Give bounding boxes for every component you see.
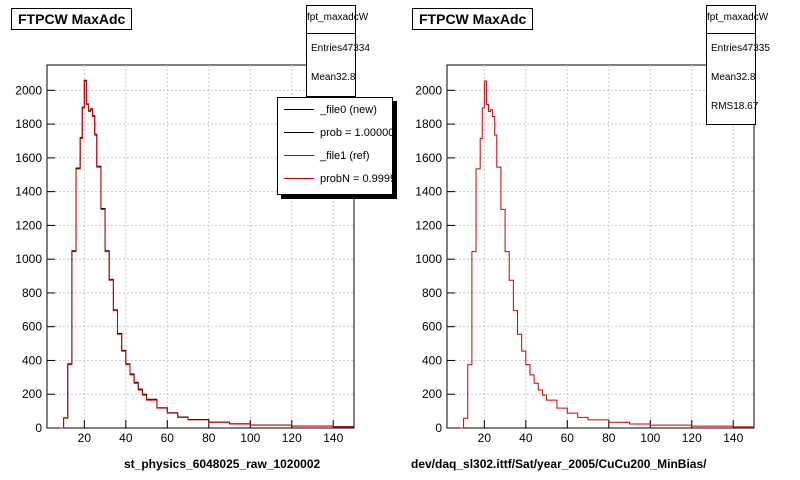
right-stats-entries: Entries 47335 — [711, 43, 770, 54]
right-y-tick-label: 200 — [422, 387, 442, 401]
left-y-tick-label: 1200 — [15, 218, 42, 232]
legend-item-prob: prob = 1.000000 — [278, 121, 392, 144]
right-x-tick-label: 60 — [561, 431, 575, 445]
left-x-tick-label: 80 — [202, 431, 216, 445]
left-y-tick-label: 600 — [22, 320, 42, 334]
left-y-tick-label: 800 — [22, 286, 42, 300]
right-stats-rms: RMS 18.67 — [711, 101, 759, 112]
left-y-tick-label: 400 — [22, 353, 42, 367]
left-stats-box: fpt_maxadcW Entries 47334 Mean 32.8 — [306, 5, 370, 97]
right-stats-mean: Mean 32.8 — [711, 72, 756, 83]
right-plot-title: FTPCW MaxAdc — [412, 8, 534, 30]
legend-line-file1 — [284, 155, 314, 156]
right-y-tick-label: 600 — [422, 320, 442, 334]
right-caption: dev/daq_sl302.ittf/Sat/year_2005/CuCu200… — [411, 457, 707, 471]
legend-item-file0: _file0 (new) — [278, 98, 392, 121]
legend-line-file0 — [284, 109, 314, 110]
left-y-tick-label: 1400 — [15, 185, 42, 199]
left-plot-title: FTPCW MaxAdc — [11, 8, 133, 30]
right-x-tick-label: 100 — [640, 431, 660, 445]
left-legend: _file0 (new) prob = 1.000000 _file1 (ref… — [277, 97, 393, 195]
left-y-tick-label: 1600 — [15, 151, 42, 165]
right-y-tick-label: 800 — [422, 286, 442, 300]
left-y-tick-label: 1000 — [15, 252, 42, 266]
left-x-tick-label: 100 — [240, 431, 260, 445]
left-series-line-1 — [59, 80, 355, 429]
right-y-tick-label: 1400 — [415, 185, 442, 199]
right-y-tick-label: 1800 — [415, 117, 442, 131]
right-histogram-plot: 20 40 60 80 100 120 14002004006008001000120014… — [415, 64, 755, 445]
right-y-tick-label: 400 — [422, 353, 442, 367]
left-x-tick-label: 40 — [119, 431, 133, 445]
right-stats-name: fpt_maxadcW — [707, 6, 768, 34]
right-x-tick-label: 140 — [723, 431, 743, 445]
right-x-tick-label: 40 — [519, 431, 533, 445]
right-y-tick-label: 1600 — [415, 151, 442, 165]
legend-item-probn: probN = 0.999999 — [278, 167, 392, 190]
left-y-tick-label: 1800 — [15, 117, 42, 131]
right-y-tick-label: 2000 — [415, 83, 442, 97]
right-y-tick-label: 0 — [435, 421, 442, 435]
right-x-tick-label: 80 — [602, 431, 616, 445]
right-plot-frame — [446, 64, 755, 429]
left-x-tick-label: 140 — [323, 431, 343, 445]
right-x-tick-label: 20 — [478, 431, 492, 445]
legend-line-prob — [284, 132, 314, 133]
left-stats-entries: Entries 47334 — [311, 43, 370, 54]
right-x-tick-label: 120 — [682, 431, 702, 445]
right-series-line-0 — [459, 80, 755, 429]
left-y-tick-label: 200 — [22, 387, 42, 401]
legend-item-file1: _file1 (ref) — [278, 144, 392, 167]
legend-line-probn — [284, 178, 314, 179]
left-stats-mean: Mean 32.8 — [311, 72, 356, 83]
right-stats-box: fpt_maxadcW Entries 47335 Mean 32.8 RMS … — [706, 5, 770, 125]
left-caption: st_physics_6048025_raw_1020002 — [124, 457, 321, 471]
left-stats-name: fpt_maxadcW — [307, 6, 368, 34]
right-y-tick-label: 1200 — [415, 218, 442, 232]
left-y-tick-label: 0 — [35, 421, 42, 435]
right-y-tick-label: 1000 — [415, 252, 442, 266]
left-y-tick-label: 2000 — [15, 83, 42, 97]
left-x-tick-label: 20 — [78, 431, 92, 445]
left-x-tick-label: 120 — [282, 431, 302, 445]
left-x-tick-label: 60 — [161, 431, 175, 445]
